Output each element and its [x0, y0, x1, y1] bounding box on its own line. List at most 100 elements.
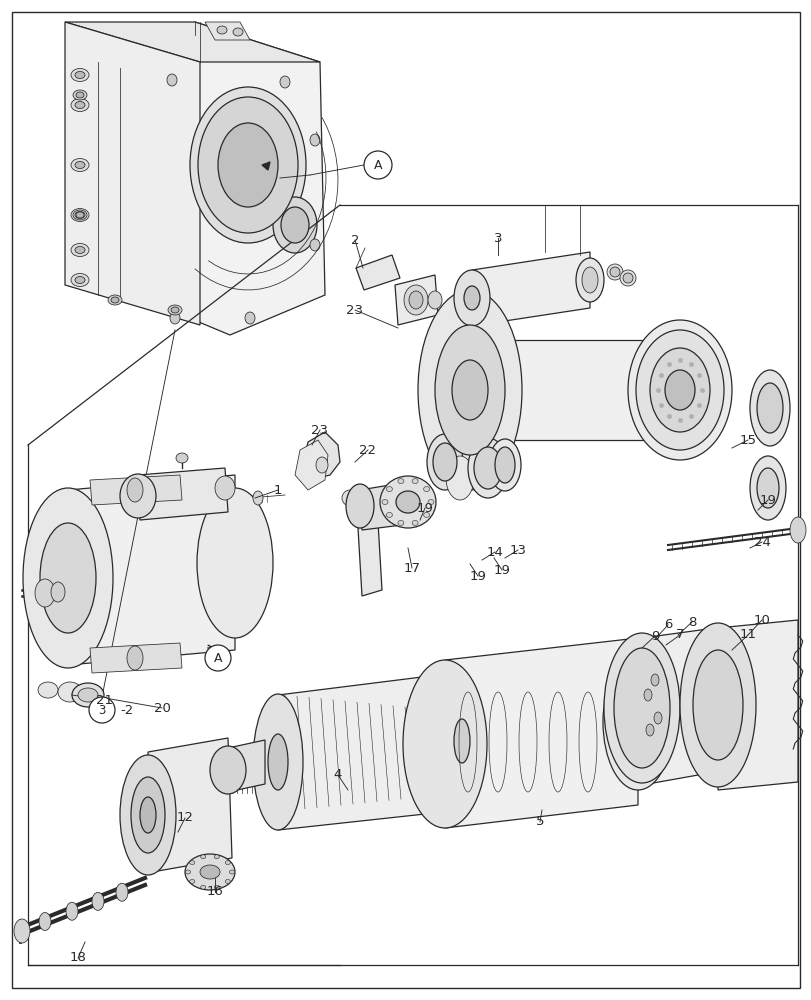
Text: 17: 17	[403, 562, 420, 574]
Text: A: A	[373, 159, 382, 172]
Ellipse shape	[71, 69, 89, 82]
Ellipse shape	[315, 457, 328, 473]
Ellipse shape	[230, 870, 234, 874]
Ellipse shape	[217, 26, 227, 34]
Polygon shape	[138, 468, 228, 520]
Ellipse shape	[622, 273, 633, 283]
Ellipse shape	[75, 246, 85, 253]
Ellipse shape	[607, 264, 622, 280]
Text: 22: 22	[359, 444, 376, 456]
Ellipse shape	[427, 499, 433, 504]
Ellipse shape	[609, 267, 620, 277]
Ellipse shape	[171, 307, 178, 313]
Ellipse shape	[198, 97, 298, 233]
Ellipse shape	[441, 686, 482, 796]
Ellipse shape	[310, 239, 320, 251]
Ellipse shape	[131, 777, 165, 853]
Polygon shape	[90, 475, 182, 505]
Ellipse shape	[73, 90, 87, 100]
Text: 14: 14	[486, 546, 503, 558]
Ellipse shape	[78, 688, 98, 702]
Ellipse shape	[635, 330, 723, 450]
Ellipse shape	[423, 487, 429, 492]
Text: 3: 3	[493, 232, 502, 244]
Ellipse shape	[127, 646, 143, 670]
Ellipse shape	[627, 320, 731, 460]
Ellipse shape	[176, 453, 188, 463]
Ellipse shape	[749, 370, 789, 446]
Polygon shape	[90, 643, 182, 673]
Ellipse shape	[453, 270, 489, 326]
Ellipse shape	[404, 285, 427, 315]
Ellipse shape	[280, 76, 290, 88]
Ellipse shape	[71, 243, 89, 256]
Ellipse shape	[73, 210, 87, 220]
Polygon shape	[444, 638, 637, 828]
Ellipse shape	[35, 579, 55, 607]
Ellipse shape	[75, 276, 85, 284]
Ellipse shape	[310, 134, 320, 146]
Ellipse shape	[190, 87, 306, 243]
Text: 24: 24	[753, 536, 770, 548]
Text: 4: 4	[333, 768, 341, 782]
Ellipse shape	[139, 797, 156, 833]
Ellipse shape	[214, 885, 219, 889]
Ellipse shape	[435, 325, 504, 455]
Ellipse shape	[185, 854, 234, 890]
Text: 2: 2	[350, 233, 358, 246]
Polygon shape	[471, 252, 590, 326]
Ellipse shape	[92, 892, 104, 910]
Ellipse shape	[789, 517, 805, 543]
Ellipse shape	[75, 212, 85, 219]
Ellipse shape	[75, 72, 85, 79]
Ellipse shape	[51, 582, 65, 602]
Text: 19: 19	[416, 502, 433, 514]
Ellipse shape	[210, 746, 246, 794]
Ellipse shape	[116, 883, 128, 901]
Ellipse shape	[412, 520, 418, 525]
Ellipse shape	[427, 434, 462, 490]
Ellipse shape	[664, 370, 694, 410]
Ellipse shape	[649, 348, 709, 432]
Ellipse shape	[167, 74, 177, 86]
Ellipse shape	[692, 650, 742, 760]
Polygon shape	[359, 482, 410, 530]
Ellipse shape	[756, 468, 778, 508]
Ellipse shape	[168, 305, 182, 315]
Ellipse shape	[200, 855, 205, 859]
Text: 23: 23	[346, 304, 363, 316]
Polygon shape	[294, 440, 328, 490]
Ellipse shape	[38, 682, 58, 698]
Polygon shape	[68, 475, 234, 665]
Ellipse shape	[409, 291, 423, 309]
Ellipse shape	[397, 479, 403, 484]
Ellipse shape	[190, 861, 195, 865]
Polygon shape	[394, 275, 437, 325]
Ellipse shape	[646, 724, 653, 736]
Text: 9: 9	[650, 630, 659, 642]
Ellipse shape	[643, 689, 651, 701]
Ellipse shape	[679, 623, 755, 787]
Ellipse shape	[650, 674, 659, 686]
Ellipse shape	[412, 479, 418, 484]
Ellipse shape	[402, 660, 487, 828]
Text: A: A	[213, 652, 222, 664]
Ellipse shape	[71, 159, 89, 172]
Ellipse shape	[453, 719, 470, 763]
Ellipse shape	[169, 312, 180, 324]
Ellipse shape	[272, 197, 316, 253]
Ellipse shape	[75, 162, 85, 169]
Ellipse shape	[749, 456, 785, 520]
Polygon shape	[355, 255, 400, 290]
Ellipse shape	[474, 447, 501, 489]
Ellipse shape	[381, 499, 388, 504]
Polygon shape	[470, 340, 679, 440]
Ellipse shape	[108, 295, 122, 305]
Ellipse shape	[71, 99, 89, 112]
Ellipse shape	[40, 523, 96, 633]
Text: 5: 5	[535, 815, 543, 828]
Ellipse shape	[581, 267, 597, 293]
Polygon shape	[148, 738, 232, 872]
Ellipse shape	[253, 694, 303, 830]
Ellipse shape	[190, 879, 195, 883]
